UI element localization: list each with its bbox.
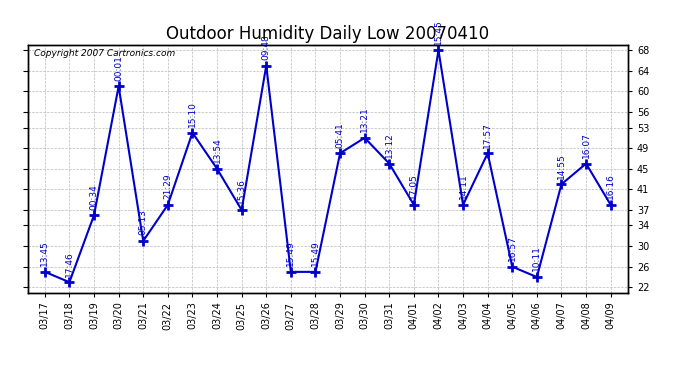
Text: 13:21: 13:21: [360, 106, 369, 132]
Text: 15:49: 15:49: [286, 241, 295, 266]
Text: 00:01: 00:01: [114, 55, 123, 81]
Text: 15:49: 15:49: [311, 241, 320, 266]
Text: 17:57: 17:57: [483, 122, 492, 148]
Text: 17:46: 17:46: [65, 251, 74, 277]
Text: 10:11: 10:11: [533, 246, 542, 272]
Text: 15:36: 15:36: [237, 178, 246, 204]
Text: 17:05: 17:05: [409, 173, 418, 199]
Text: 13:12: 13:12: [385, 132, 394, 158]
Text: 00:34: 00:34: [90, 184, 99, 210]
Text: Copyright 2007 Cartronics.com: Copyright 2007 Cartronics.com: [34, 49, 175, 58]
Text: 21:29: 21:29: [164, 174, 172, 199]
Text: 16:57: 16:57: [508, 235, 517, 261]
Text: 05:41: 05:41: [335, 122, 344, 148]
Text: 13:54: 13:54: [213, 138, 221, 163]
Text: 05:13: 05:13: [139, 210, 148, 236]
Text: 09:48: 09:48: [262, 34, 270, 60]
Title: Outdoor Humidity Daily Low 20070410: Outdoor Humidity Daily Low 20070410: [166, 26, 489, 44]
Text: 15:45: 15:45: [434, 19, 443, 45]
Text: 15:10: 15:10: [188, 101, 197, 127]
Text: 13:45: 13:45: [40, 241, 49, 266]
Text: 14:55: 14:55: [557, 153, 566, 178]
Text: 16:16: 16:16: [607, 173, 615, 199]
Text: 16:07: 16:07: [582, 132, 591, 158]
Text: 14:11: 14:11: [459, 174, 468, 199]
